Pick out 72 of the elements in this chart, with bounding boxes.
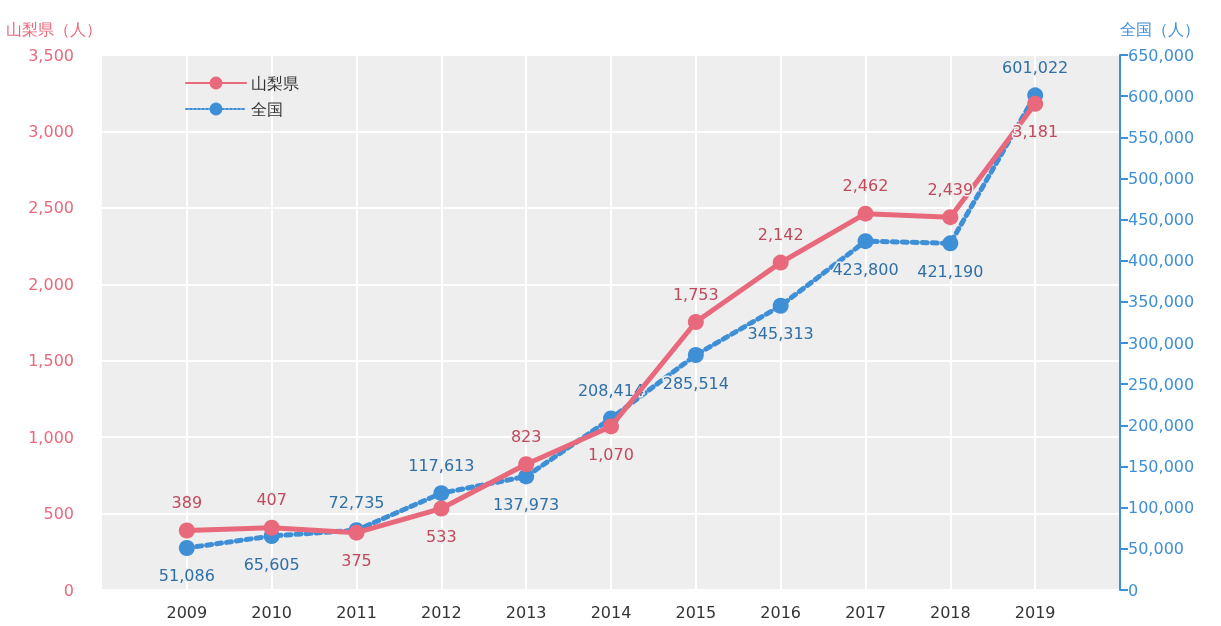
y-tick-label: 1,500	[28, 351, 74, 371]
y2-tick-label: 300,000	[1128, 333, 1195, 353]
x-tick-label: 2019	[1014, 602, 1056, 622]
point	[178, 539, 195, 556]
x-tick-label: 2010	[251, 602, 293, 622]
y-tick-label: 1,000	[28, 427, 74, 447]
point	[178, 522, 195, 539]
y2-tick-label: 150,000	[1128, 457, 1195, 477]
point	[603, 418, 619, 435]
data-label: 65,605	[243, 554, 300, 574]
point	[433, 485, 450, 502]
data-label: 2,462	[842, 176, 889, 196]
point	[263, 519, 280, 536]
x-tick-label: 2011	[336, 602, 377, 622]
data-label: 72,735	[328, 492, 385, 512]
y-tick-label: 3,500	[28, 45, 74, 65]
y2-tick-label: 600,000	[1128, 86, 1195, 106]
data-label: 407	[256, 490, 287, 510]
data-label: 423,800	[832, 259, 899, 279]
y2-tick-label: 400,000	[1128, 251, 1195, 271]
x-tick-label: 2018	[929, 602, 971, 622]
y-axis-title: 山梨県（人）	[6, 19, 102, 39]
x-tick-label: 2009	[166, 602, 208, 622]
x-tick-label: 2012	[420, 602, 462, 622]
point	[772, 254, 789, 271]
y2-tick-label: 0	[1128, 580, 1139, 600]
y2-axis-title: 全国（人）	[1120, 19, 1200, 39]
data-label: 117,613	[408, 455, 475, 475]
data-label: 375	[341, 551, 372, 571]
point	[687, 314, 704, 331]
legend-label: 山梨県	[251, 73, 299, 93]
data-label: 1,753	[672, 284, 719, 304]
data-label: 2,142	[757, 225, 804, 245]
y2-tick-label: 50,000	[1128, 539, 1184, 559]
data-label: 601,022	[1002, 57, 1069, 77]
point	[942, 235, 959, 252]
y2-tick-label: 550,000	[1128, 127, 1195, 147]
y-tick-label: 0	[63, 580, 74, 600]
x-tick-label: 2014	[590, 602, 632, 622]
y-tick-label: 2,500	[28, 198, 74, 218]
y2-tick-label: 100,000	[1128, 498, 1195, 518]
point	[518, 456, 535, 473]
data-label: 1,070	[588, 444, 634, 464]
data-label: 421,190	[917, 261, 984, 281]
y2-tick-label: 650,000	[1128, 45, 1195, 65]
data-label: 533	[426, 527, 457, 547]
data-label: 285,514	[662, 373, 729, 393]
point	[772, 297, 789, 314]
x-tick-label: 2013	[505, 602, 547, 622]
legend-label: 全国	[251, 99, 283, 119]
y2-tick-label: 250,000	[1128, 374, 1195, 394]
point	[942, 209, 959, 226]
y2-tick-label: 500,000	[1128, 168, 1195, 188]
point	[433, 500, 450, 517]
data-label: 345,313	[747, 324, 814, 344]
x-tick-label: 2017	[845, 602, 886, 622]
y2-tick-label: 200,000	[1128, 415, 1195, 435]
point	[857, 205, 874, 222]
y-tick-label: 3,000	[28, 121, 74, 141]
data-label: 51,086	[158, 566, 215, 586]
y-tick-label: 500	[43, 504, 74, 524]
y-tick-label: 2,000	[28, 274, 74, 294]
point	[1027, 95, 1044, 112]
y2-tick-label: 450,000	[1128, 210, 1195, 230]
data-label: 137,973	[493, 494, 560, 514]
data-label: 389	[171, 493, 203, 513]
point	[687, 347, 704, 363]
y2-tick-label: 350,000	[1128, 292, 1195, 312]
point	[857, 233, 874, 250]
data-label: 823	[510, 426, 542, 446]
x-tick-label: 2016	[760, 602, 802, 622]
x-tick-label: 2015	[675, 602, 717, 622]
